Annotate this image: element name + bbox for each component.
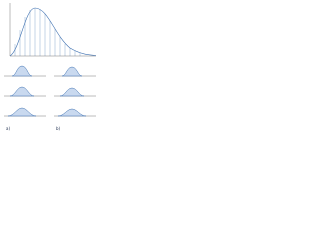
- curve: [59, 87, 85, 97]
- density-curve: [9, 7, 97, 57]
- curve: [9, 86, 35, 97]
- panel-label: a): [6, 126, 10, 131]
- row-3: [4, 107, 96, 117]
- curve: [11, 65, 33, 77]
- row-2: [4, 86, 96, 97]
- panel-label: b): [56, 126, 61, 131]
- main-plot: [9, 3, 97, 57]
- curve: [57, 108, 87, 117]
- curve: [7, 107, 37, 117]
- ordinates: [14, 8, 81, 56]
- row-1: [4, 65, 96, 77]
- figure: a) b): [4, 3, 97, 131]
- small-plots: [4, 65, 96, 117]
- curve: [61, 66, 83, 77]
